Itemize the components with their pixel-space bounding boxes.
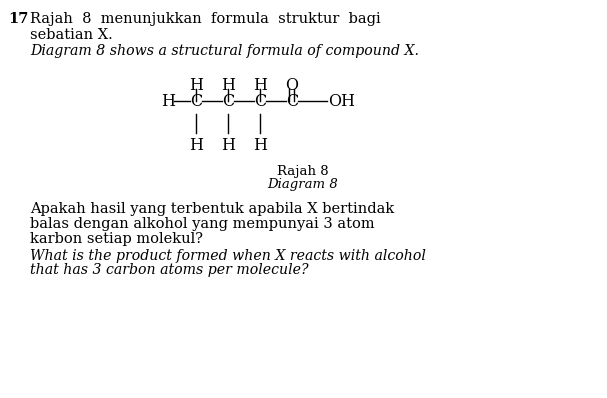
Text: balas dengan alkohol yang mempunyai 3 atom: balas dengan alkohol yang mempunyai 3 at… xyxy=(30,217,375,231)
Text: H: H xyxy=(189,137,203,154)
Text: 17: 17 xyxy=(8,12,29,26)
Text: Diagram 8: Diagram 8 xyxy=(268,178,338,191)
Text: OH: OH xyxy=(328,92,355,109)
Text: Rajah 8: Rajah 8 xyxy=(277,165,329,178)
Text: H: H xyxy=(253,137,267,154)
Text: H: H xyxy=(253,77,267,94)
Text: C: C xyxy=(190,92,202,109)
Text: H: H xyxy=(221,77,235,94)
Text: Apakah hasil yang terbentuk apabila X bertindak: Apakah hasil yang terbentuk apabila X be… xyxy=(30,202,395,216)
Text: Diagram 8 shows a structural formula of compound X.: Diagram 8 shows a structural formula of … xyxy=(30,44,419,58)
Text: C: C xyxy=(286,92,298,109)
Text: C: C xyxy=(222,92,234,109)
Text: that has 3 carbon atoms per molecule?: that has 3 carbon atoms per molecule? xyxy=(30,263,308,277)
Text: O: O xyxy=(285,77,299,94)
Text: H: H xyxy=(161,92,175,109)
Text: H: H xyxy=(221,137,235,154)
Text: H: H xyxy=(189,77,203,94)
Text: sebatian X.: sebatian X. xyxy=(30,28,113,42)
Text: karbon setiap molekul?: karbon setiap molekul? xyxy=(30,232,203,246)
Text: C: C xyxy=(254,92,266,109)
Text: Rajah  8  menunjukkan  formula  struktur  bagi: Rajah 8 menunjukkan formula struktur bag… xyxy=(30,12,381,26)
Text: What is the product formed when X reacts with alcohol: What is the product formed when X reacts… xyxy=(30,249,426,263)
